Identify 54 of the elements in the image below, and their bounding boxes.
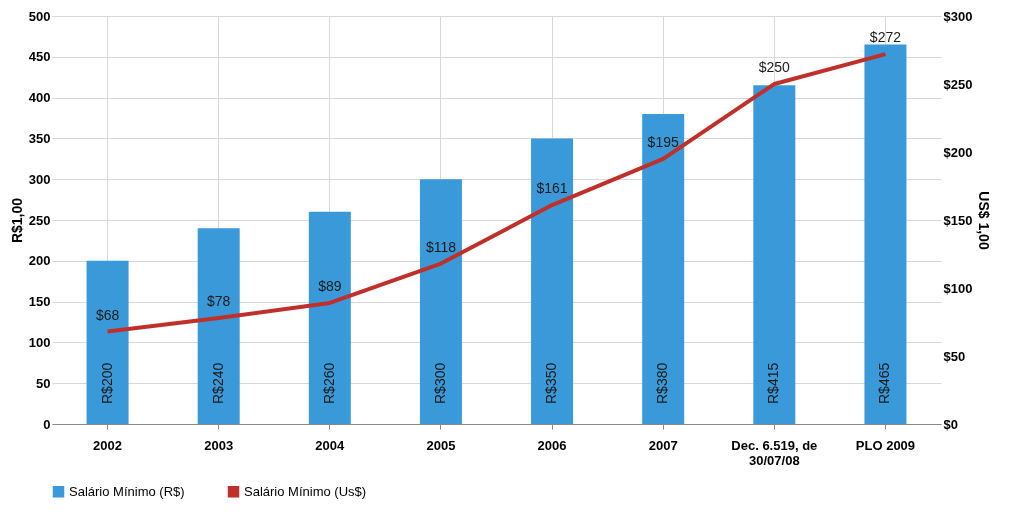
- y2-tick-label: $0: [943, 416, 958, 432]
- y-tick-label: 150: [28, 294, 51, 310]
- y-tick-label: 250: [28, 212, 51, 228]
- bar: [308, 211, 351, 424]
- y2-tick-label: $150: [943, 212, 973, 228]
- data-label: $118: [425, 238, 457, 255]
- legend-label: Salário Mínimo (R$): [69, 483, 185, 499]
- data-label: $272: [869, 29, 902, 46]
- x-tick-label: 2003: [204, 437, 234, 453]
- data-label: R$300: [431, 362, 448, 404]
- y-tick-label: 100: [28, 334, 51, 350]
- bar: [753, 85, 796, 424]
- y-tick-label: 400: [28, 90, 51, 106]
- x-tick-label: 2005: [426, 437, 456, 453]
- y-tick-label: 450: [28, 49, 51, 65]
- data-label: R$260: [320, 362, 337, 404]
- x-tick-label: 2004: [315, 437, 346, 453]
- y2-tick-label: $50: [943, 348, 966, 364]
- x-tick-label: 2006: [537, 437, 567, 453]
- data-label: R$350: [543, 362, 560, 404]
- data-label: R$380: [654, 362, 671, 404]
- data-label: R$240: [209, 362, 226, 404]
- x-tick-label: Dec. 6.519, de 30/07/08: [731, 437, 818, 468]
- y2-axis-title: US$ 1,00: [976, 191, 993, 250]
- data-label: $250: [758, 59, 791, 75]
- y2-tick-label: $100: [943, 280, 973, 296]
- data-label: $195: [647, 133, 679, 150]
- y-tick-label: 50: [36, 375, 51, 391]
- y-tick-label: 350: [28, 130, 51, 146]
- y-tick-label: 200: [28, 253, 51, 269]
- y-tick-label: 500: [28, 8, 51, 24]
- x-tick-label: PLO 2009: [855, 437, 916, 453]
- data-label: $78: [207, 292, 231, 309]
- y2-tick-label: $300: [943, 8, 973, 24]
- x-tick-label: 2007: [648, 437, 678, 453]
- bar: [864, 44, 907, 424]
- y-axis-title: R$1,00: [8, 197, 25, 244]
- legend-label: Salário Mínimo (Us$): [244, 483, 367, 499]
- bar: [419, 179, 462, 424]
- y2-tick-label: $250: [943, 76, 973, 92]
- data-label: R$465: [876, 362, 893, 404]
- data-label: $89: [318, 277, 342, 294]
- y-tick-label: 300: [28, 171, 51, 187]
- bar: [197, 228, 240, 424]
- x-tick-label: 2002: [93, 437, 123, 453]
- bar: [531, 138, 574, 424]
- data-label: R$200: [98, 362, 115, 404]
- data-label: $68: [95, 306, 120, 323]
- bar: [86, 260, 129, 424]
- data-label: R$415: [765, 362, 782, 404]
- bar: [642, 113, 685, 424]
- data-label: $161: [536, 180, 568, 197]
- y2-tick-label: $200: [943, 144, 973, 160]
- y-tick-label: 0: [43, 416, 51, 432]
